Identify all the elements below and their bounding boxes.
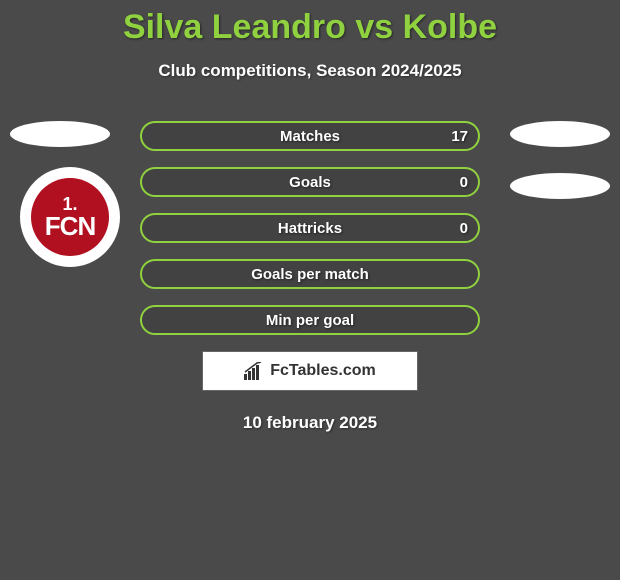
stat-label: Goals xyxy=(289,174,331,191)
comparison-panel: 1. FCN Matches 17 Goals 0 Hattricks 0 Go… xyxy=(0,121,620,433)
stat-value-right: 0 xyxy=(460,174,468,191)
branding-box[interactable]: FcTables.com xyxy=(202,351,418,391)
stat-row-min-per-goal: Min per goal xyxy=(140,305,480,335)
stat-row-goals: Goals 0 xyxy=(140,167,480,197)
stat-label: Matches xyxy=(280,128,340,145)
player-left-placeholder xyxy=(10,121,110,147)
stat-row-goals-per-match: Goals per match xyxy=(140,259,480,289)
stat-label: Goals per match xyxy=(251,266,369,283)
stats-table: Matches 17 Goals 0 Hattricks 0 Goals per… xyxy=(140,121,480,335)
footer-date: 10 february 2025 xyxy=(0,413,620,433)
player-right-placeholder-1 xyxy=(510,121,610,147)
stat-value-right: 17 xyxy=(451,128,468,145)
stat-value-right: 0 xyxy=(460,220,468,237)
page-subtitle: Club competitions, Season 2024/2025 xyxy=(0,61,620,81)
page-title: Silva Leandro vs Kolbe xyxy=(0,0,620,47)
bar-chart-icon xyxy=(244,362,266,380)
branding-text: FcTables.com xyxy=(270,362,376,380)
club-badge-inner: 1. FCN xyxy=(31,178,109,256)
player-right-placeholder-2 xyxy=(510,173,610,199)
club-badge-bottom-text: FCN xyxy=(45,213,95,239)
stat-row-matches: Matches 17 xyxy=(140,121,480,151)
club-badge: 1. FCN xyxy=(20,167,120,267)
stat-label: Min per goal xyxy=(266,312,354,329)
stat-label: Hattricks xyxy=(278,220,342,237)
stat-row-hattricks: Hattricks 0 xyxy=(140,213,480,243)
